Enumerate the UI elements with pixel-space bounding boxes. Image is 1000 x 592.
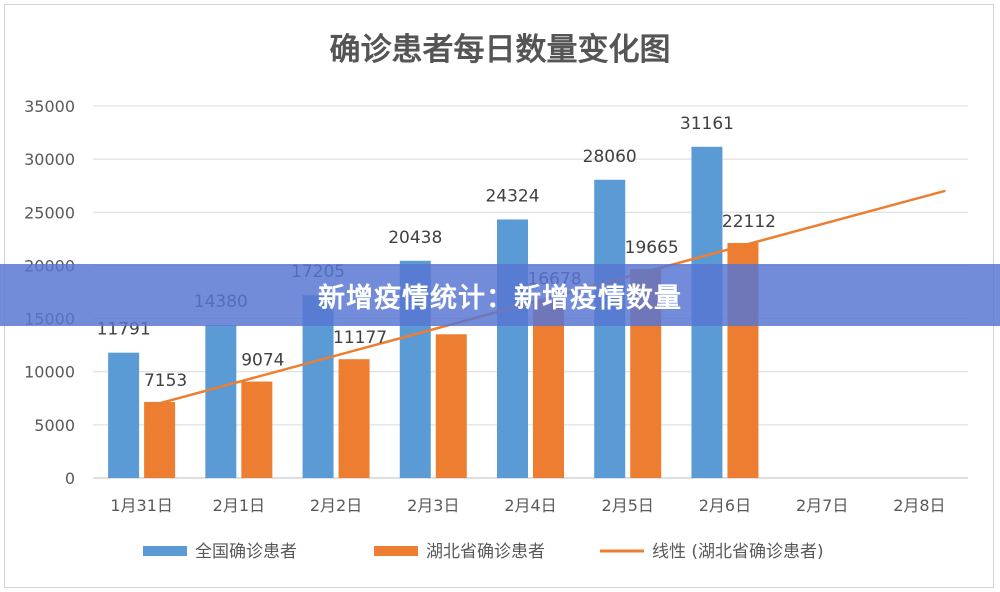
data-label-national: 20438 <box>388 228 442 248</box>
bar-national <box>594 179 626 479</box>
bar-hubei <box>435 334 467 478</box>
x-tick-label: 2月1日 <box>213 496 265 515</box>
y-tick-label: 5000 <box>34 416 75 435</box>
bar-hubei <box>338 359 370 478</box>
bar-hubei <box>144 401 176 478</box>
legend-label: 全国确诊患者 <box>195 542 297 562</box>
legend: 全国确诊患者 湖北省确诊患者 线性 (湖北省确诊患者) <box>143 542 824 562</box>
x-tick-label: 1月31日 <box>110 496 173 515</box>
overlay-text: 新增疫情统计：新增疫情数量 <box>318 282 682 314</box>
bar-hubei <box>241 381 273 478</box>
y-tick-label: 30000 <box>24 150 75 169</box>
x-tick-label: 2月6日 <box>699 496 751 515</box>
x-axis-ticks: 1月31日 2月1日 2月2日 2月3日 2月4日 2月5日 2月6日 2月7日 2月8日 <box>110 496 945 515</box>
bar-national <box>497 219 528 478</box>
data-label-hubei: 9074 <box>241 351 284 371</box>
y-tick-label: 35000 <box>24 97 75 116</box>
legend-label: 线性 (湖北省确诊患者) <box>652 542 824 562</box>
overlay-banner: 新增疫情统计：新增疫情数量 <box>0 264 1000 326</box>
data-label-hubei: 11177 <box>333 328 387 348</box>
x-tick-label: 2月8日 <box>893 496 945 515</box>
data-label-hubei: 22112 <box>722 212 776 232</box>
bar-hubei <box>533 300 564 478</box>
data-label-national: 24324 <box>485 186 539 206</box>
x-tick-label: 2月7日 <box>796 496 848 515</box>
x-tick-label: 2月4日 <box>504 496 556 515</box>
legend-swatch <box>143 546 187 556</box>
y-tick-label: 25000 <box>24 203 75 222</box>
data-label-national: 31161 <box>680 114 734 134</box>
y-tick-label: 0 <box>65 469 75 488</box>
legend-label: 湖北省确诊患者 <box>426 542 545 562</box>
data-label-hubei: 7153 <box>144 371 187 391</box>
x-tick-label: 2月3日 <box>407 496 459 515</box>
x-tick-label: 2月5日 <box>602 496 654 515</box>
chart-title: 确诊患者每日数量变化图 <box>330 32 671 68</box>
data-label-national: 28060 <box>583 147 637 167</box>
bar-national <box>108 352 140 478</box>
x-tick-label: 2月2日 <box>310 496 362 515</box>
bar-national <box>205 325 237 478</box>
legend-swatch <box>374 546 418 556</box>
y-tick-label: 10000 <box>24 363 75 382</box>
data-label-hubei: 19665 <box>625 238 679 258</box>
